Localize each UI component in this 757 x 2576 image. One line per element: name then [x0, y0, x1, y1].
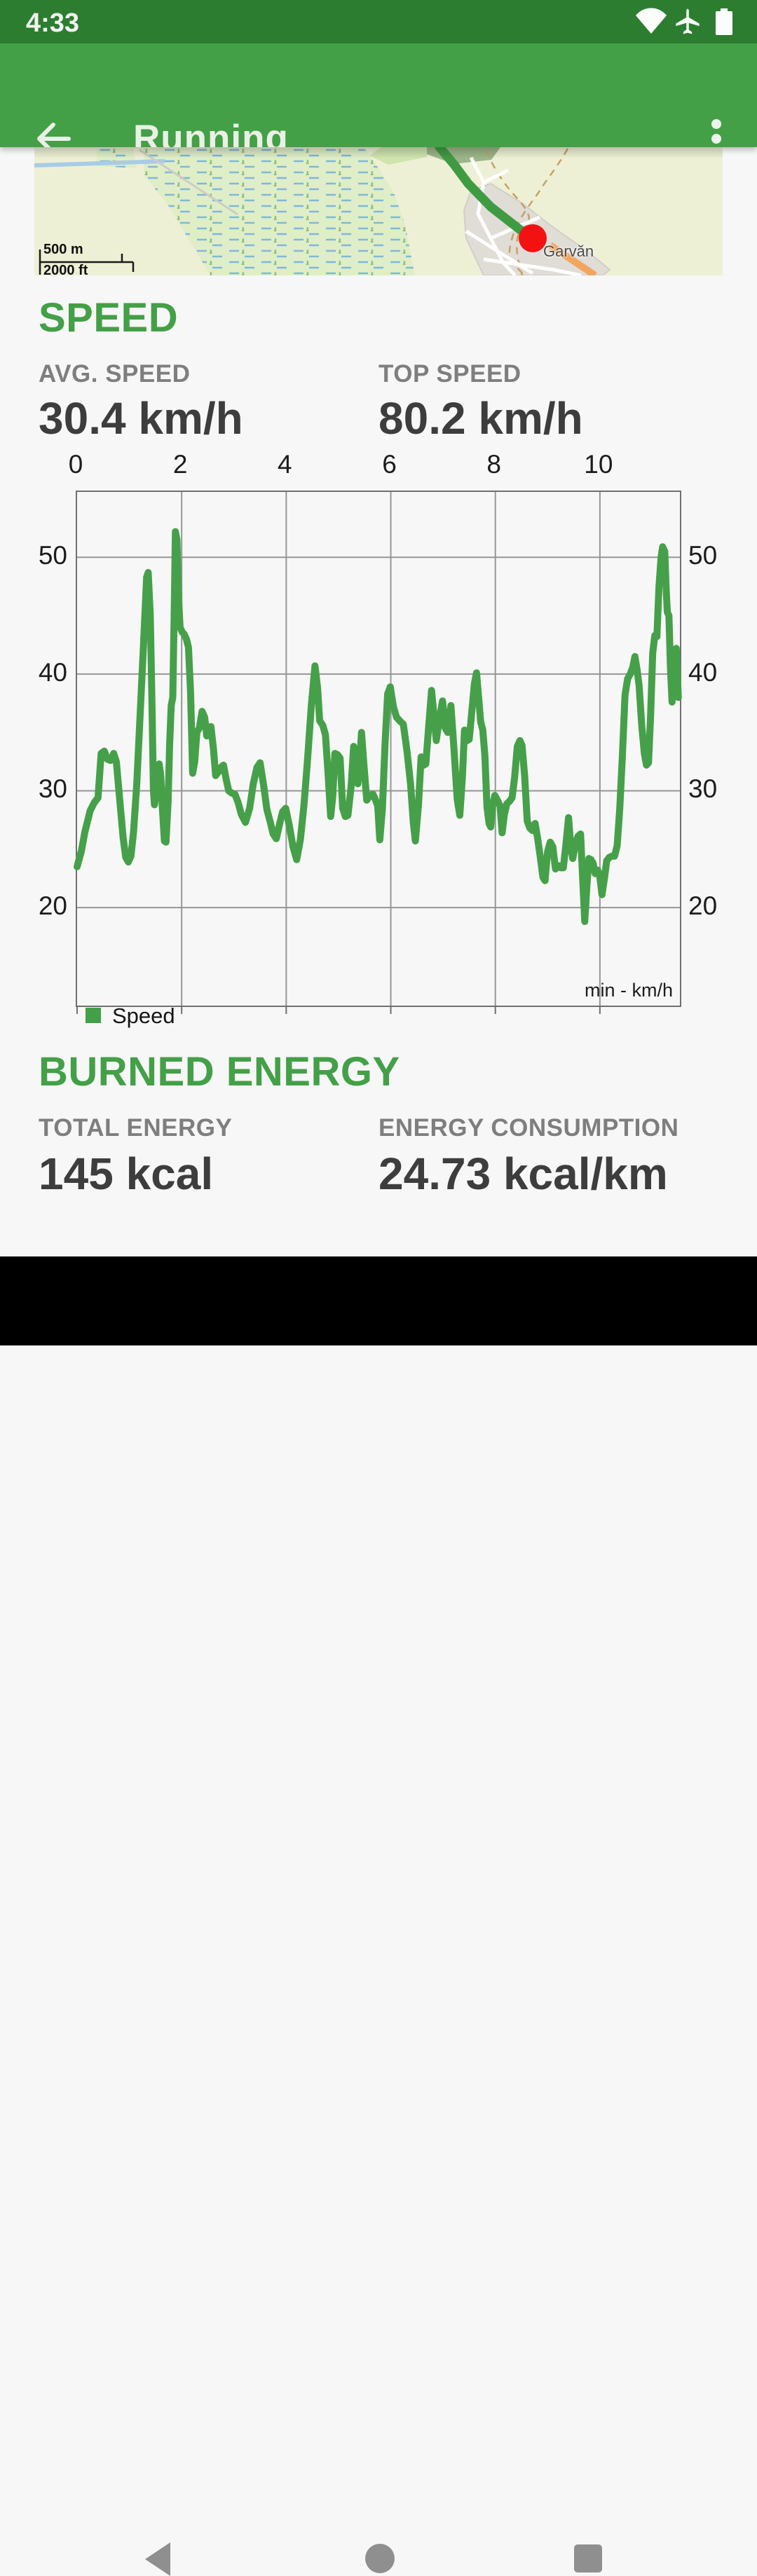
top-speed-label: TOP SPEED: [378, 360, 521, 388]
scale-bar: [39, 249, 135, 275]
map-path: [139, 149, 238, 216]
avg-speed-value: 30.4 km/h: [39, 393, 243, 444]
y-tick-label-left: 20: [38, 891, 67, 921]
legend-swatch-speed: [86, 1008, 101, 1023]
x-tick-label: 10: [584, 450, 613, 479]
legend-label-speed: Speed: [112, 1003, 175, 1028]
map-wetland: [144, 149, 415, 275]
position-marker: [519, 224, 547, 252]
energy-section-title: BURNED ENERGY: [39, 1049, 400, 1095]
wifi-icon: [636, 8, 667, 34]
map-canvas: [34, 147, 723, 275]
x-tick-label: 8: [486, 450, 501, 479]
y-tick-label-left: 50: [38, 541, 67, 570]
total-energy-label: TOTAL ENERGY: [39, 1114, 233, 1142]
route-line: [435, 147, 534, 242]
app-bar: Running: [0, 43, 757, 159]
y-tick-label-right: 20: [688, 891, 718, 921]
y-tick-label-right: 50: [688, 541, 718, 570]
map-canal: [34, 159, 165, 167]
x-tick-label: 2: [172, 450, 188, 479]
y-tick-label-left: 30: [38, 774, 67, 804]
scale-imperial-label: 2000 ft: [43, 263, 88, 275]
speed-section-title: SPEED: [39, 295, 179, 341]
battery-icon: [716, 8, 732, 35]
status-bar: 4:33: [0, 0, 757, 43]
chart-unit-label: min - km/h: [584, 980, 673, 1001]
y-tick-label-left: 40: [38, 657, 67, 687]
x-tick-label: 0: [68, 450, 83, 479]
y-tick-label-right: 30: [688, 774, 718, 804]
map-grass-patch: [369, 147, 427, 165]
town-label: Garvăn: [543, 242, 594, 260]
route-map[interactable]: 500 m 2000 ft Garvăn: [34, 147, 723, 275]
total-energy-value: 145 kcal: [39, 1149, 214, 1199]
y-tick-label-right: 40: [688, 657, 718, 687]
nav-back-button[interactable]: [145, 2542, 170, 2576]
top-speed-value: 80.2 km/h: [378, 393, 583, 444]
energy-consumption-label: ENERGY CONSUMPTION: [378, 1114, 679, 1142]
chart-canvas: [74, 492, 682, 1014]
chart-plot-area: min - km/h: [74, 491, 682, 1014]
speed-chart[interactable]: min - km/h 0 2 4 6 8 10 20 20 30 30 40 40 50 50 Spee…: [0, 448, 757, 1037]
energy-consumption-value: 24.73 kcal/km: [378, 1149, 668, 1199]
avg-speed-label: AVG. SPEED: [39, 360, 191, 388]
x-tick-label: 6: [382, 450, 397, 479]
map-orange-road: [548, 242, 597, 275]
appbar-shadow: [34, 147, 723, 158]
clock: 4:33: [26, 8, 80, 38]
x-tick-label: 4: [278, 450, 292, 479]
nav-recents-button[interactable]: [574, 2544, 602, 2572]
airplane-mode-icon: [676, 8, 700, 34]
nav-home-button[interactable]: [365, 2544, 395, 2573]
android-nav-bar: [0, 1256, 757, 2576]
scale-metric-label: 500 m: [43, 242, 83, 257]
